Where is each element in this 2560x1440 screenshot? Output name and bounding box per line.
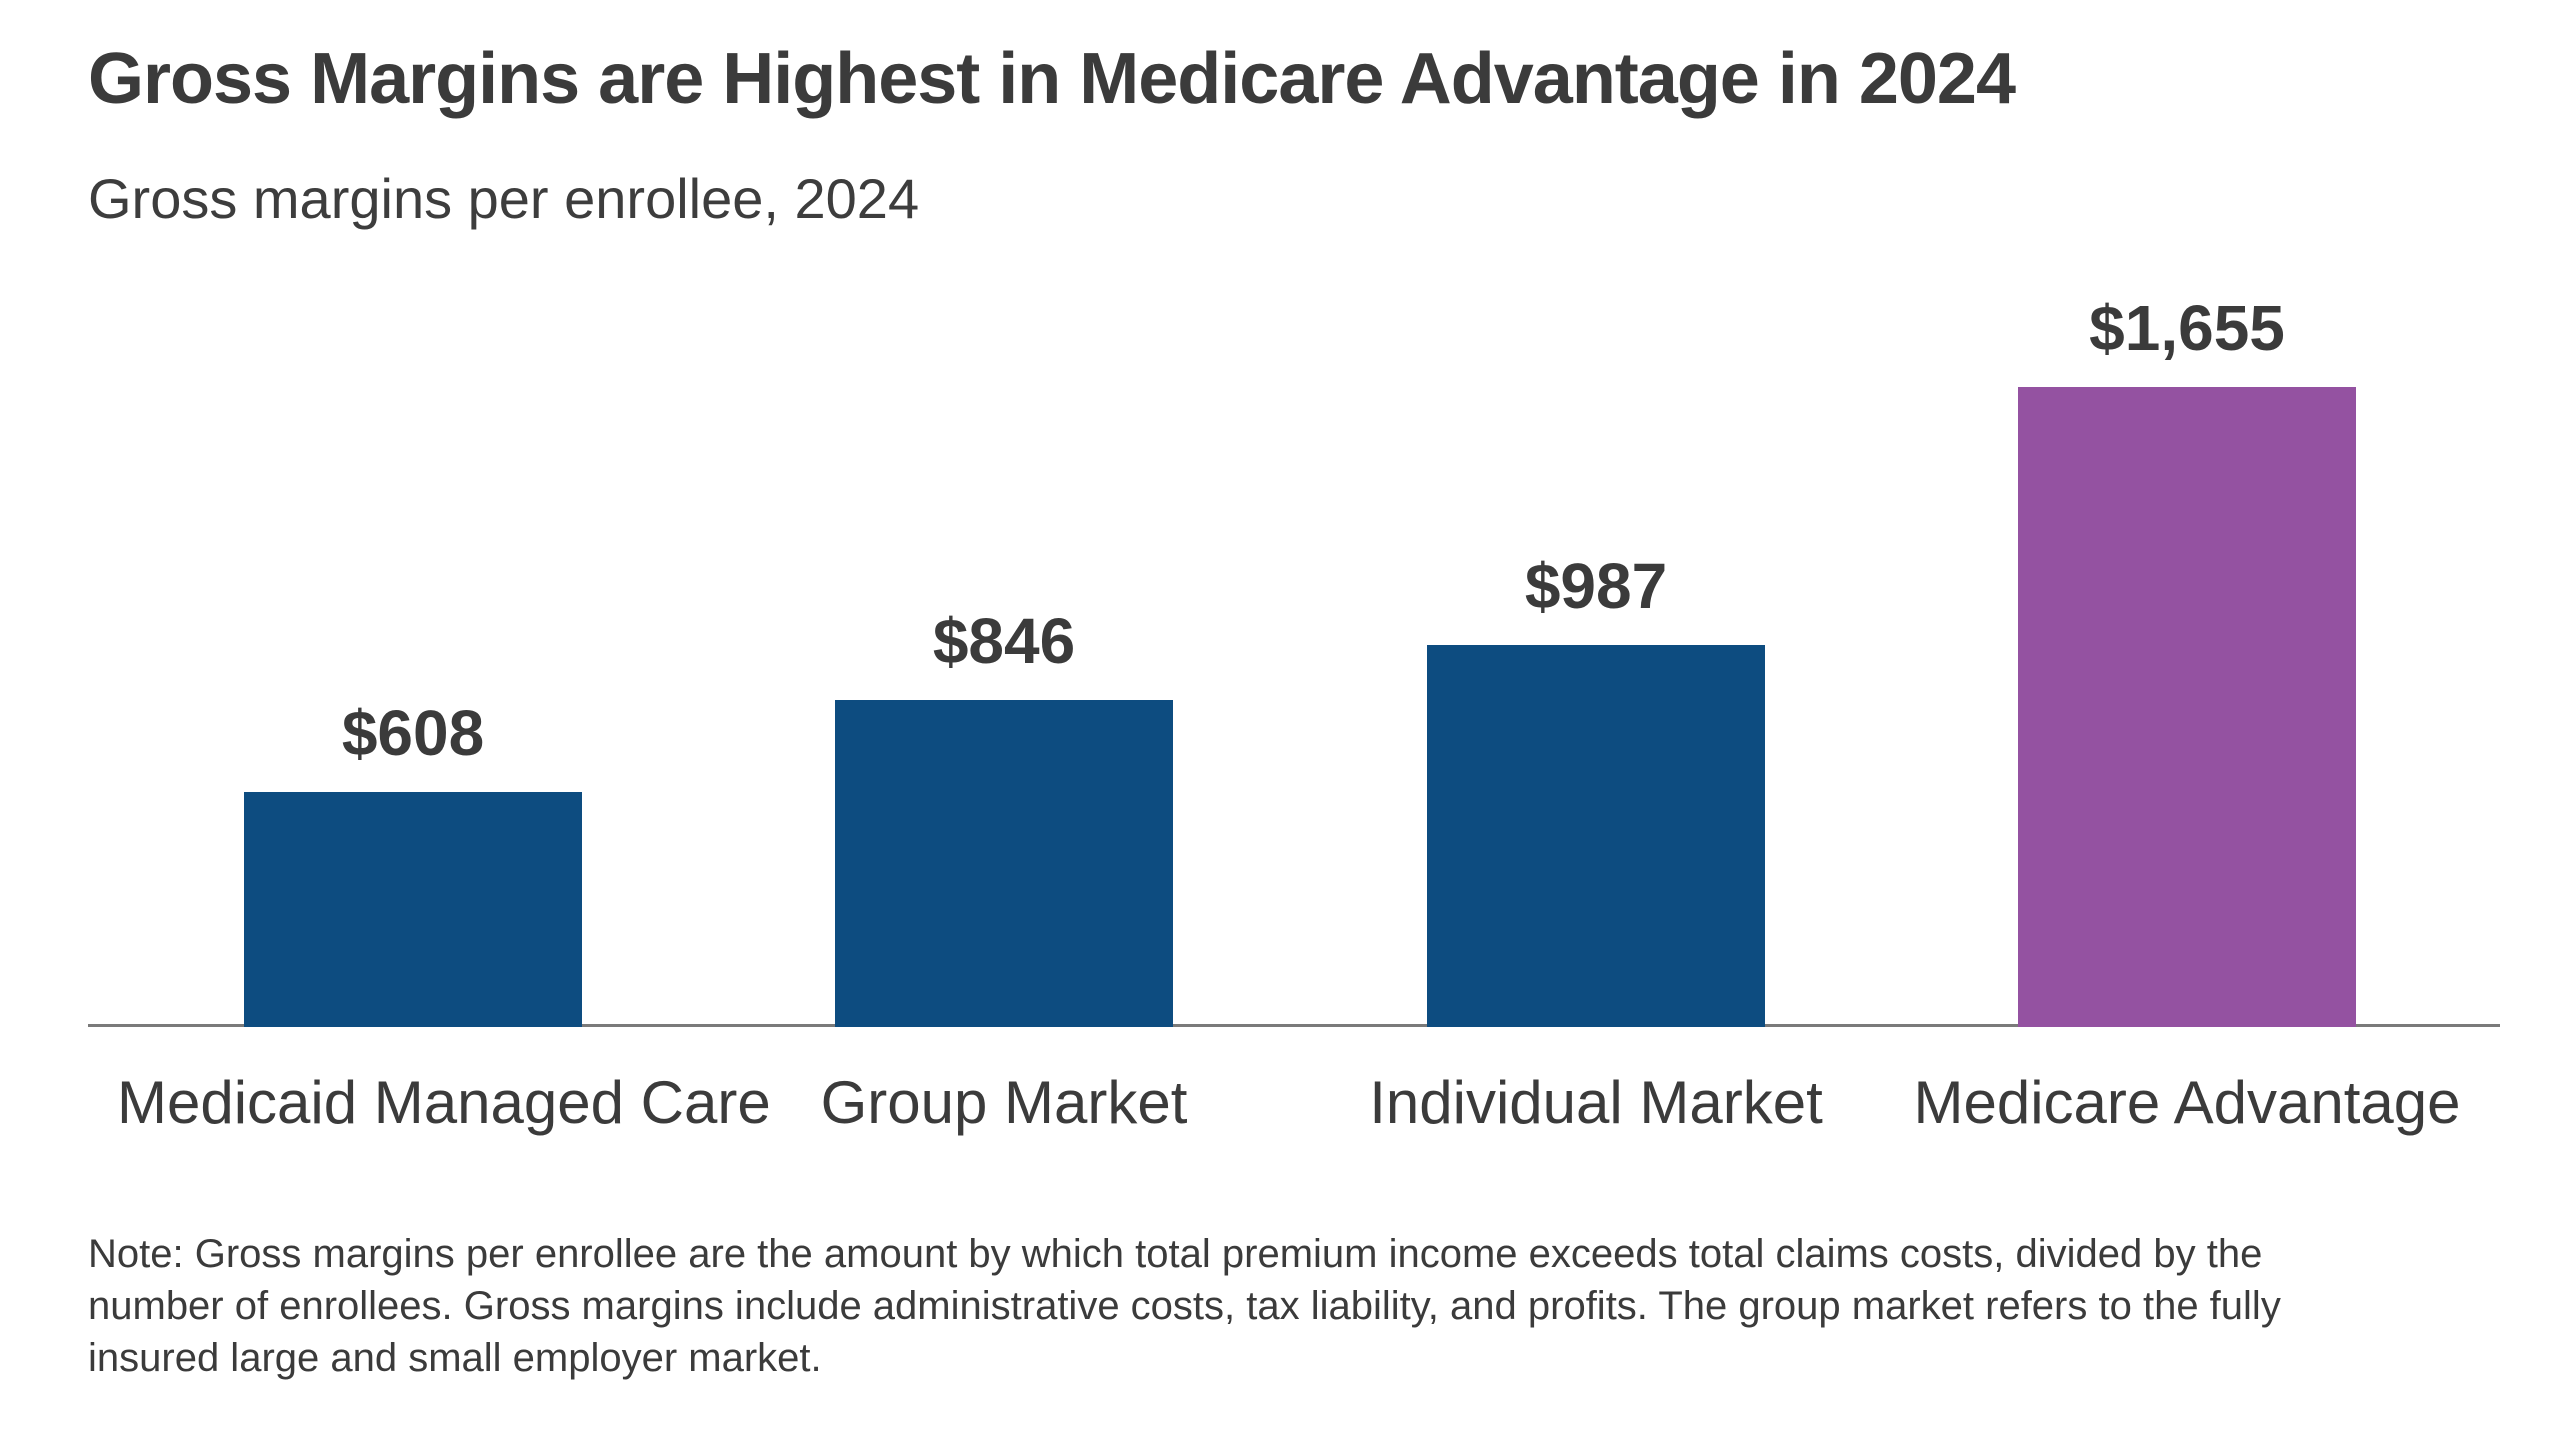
note-line: number of enrollees. Gross margins inclu… (88, 1284, 2281, 1328)
x-axis-category-label: Individual Market (1369, 1069, 1823, 1136)
bar-value-label: $987 (1524, 550, 1668, 622)
bar-value-label: $1,655 (2089, 292, 2285, 364)
note-line: insured large and small employer market. (88, 1336, 822, 1380)
x-axis-category-label: Medicaid Managed Care (117, 1069, 771, 1136)
bar-individual-market (1427, 645, 1765, 1027)
bar-group-market (835, 700, 1173, 1027)
bar-medicaid-managed-care (244, 792, 582, 1027)
bar-group-medicaid-managed-care: $608 (117, 696, 709, 1027)
x-axis-category-label: Medicare Advantage (1913, 1069, 2461, 1136)
note-line: Note: Gross margins per enrollee are the… (88, 1232, 2263, 1276)
bar-value-label: $846 (932, 605, 1076, 677)
plot-area: $608 $846 $987 $1,655 (88, 291, 2500, 1027)
bar-group-individual-market: $987 (1300, 549, 1892, 1027)
bar-medicare-advantage (2018, 387, 2356, 1027)
bar-group-group-market: $846 (708, 604, 1300, 1027)
bar-group-medicare-advantage: $1,655 (1891, 291, 2483, 1027)
x-axis-category-label: Group Market (820, 1069, 1188, 1136)
x-axis-labels: Medicaid Managed Care Group Market Indiv… (0, 1068, 2560, 1148)
chart-subtitle: Gross margins per enrollee, 2024 (88, 167, 920, 230)
bar-value-label: $608 (341, 697, 485, 769)
chart-title: Gross Margins are Highest in Medicare Ad… (88, 39, 2016, 119)
note: Note: Gross margins per enrollee are the… (88, 1228, 2528, 1384)
x-axis-line (88, 1024, 2500, 1027)
